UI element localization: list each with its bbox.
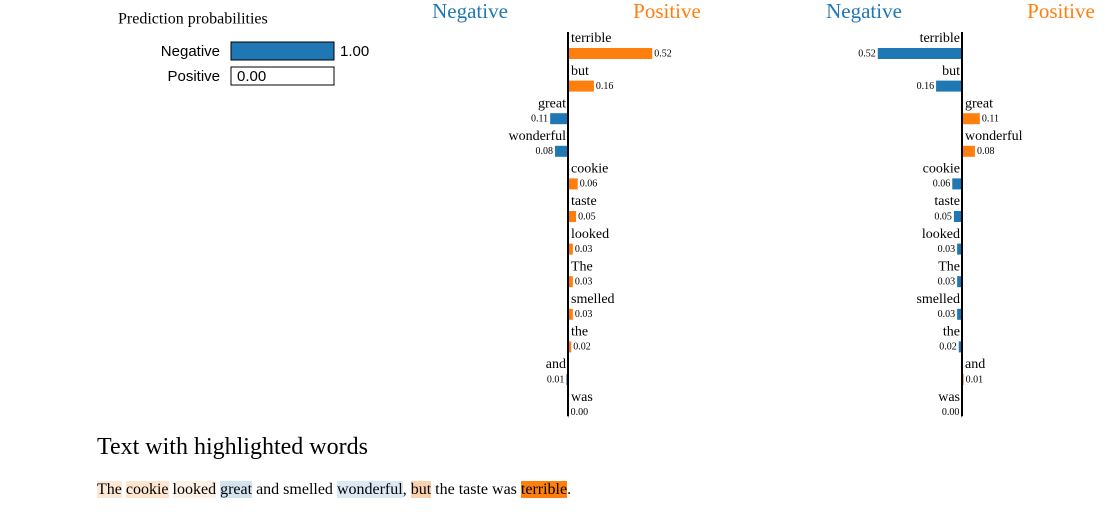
value-label: 0.00 [571, 407, 589, 418]
weight-bar [962, 145, 975, 157]
feature-label: terrible [920, 31, 960, 46]
feature-label: taste [934, 194, 960, 209]
value-label: 0.16 [917, 81, 935, 92]
value-label: 0.03 [938, 276, 956, 287]
class-label: Negative [432, 0, 508, 23]
weight-bar [568, 341, 572, 353]
weight-bar [568, 178, 578, 190]
value-label: 1.00 [340, 43, 369, 60]
feature-label: great [538, 96, 566, 111]
value-label: 0.03 [575, 309, 593, 320]
weight-bar [953, 211, 962, 222]
value-label: 0.03 [575, 276, 593, 287]
highlighted-word: wonderful [336, 481, 403, 498]
chart-title: Prediction probabilities [118, 11, 268, 28]
value-label: 0.08 [977, 146, 995, 157]
weight-bar [957, 276, 962, 288]
highlighted-word: cookie [125, 481, 169, 498]
text-section: Text with highlighted words The cookie l… [97, 434, 571, 499]
value-label: 0.01 [966, 374, 984, 385]
weight-bar [568, 80, 594, 92]
feature-label: The [571, 259, 593, 274]
feature-label: wonderful [965, 129, 1023, 144]
feature-label: and [546, 357, 566, 372]
text-span: and smelled [252, 481, 337, 498]
feature-label: The [938, 259, 960, 274]
value-label: 0.52 [858, 48, 876, 59]
feature-label: taste [571, 194, 597, 209]
value-label: 0.02 [573, 342, 591, 353]
feature-label: but [571, 64, 589, 79]
highlighted-word: terrible [520, 481, 568, 498]
class-label: Positive [167, 68, 220, 85]
value-label: 0.00 [237, 68, 266, 85]
value-label: 0.06 [580, 179, 598, 190]
highlighted-word: The [97, 481, 122, 498]
weight-bar [957, 243, 962, 255]
value-label: 0.05 [934, 211, 952, 222]
weight-bar [555, 145, 568, 157]
feature-label: the [571, 325, 588, 340]
weight-bar [568, 243, 573, 255]
class-label: Positive [1027, 0, 1095, 23]
feature-label: was [571, 390, 593, 405]
text-span: , [402, 481, 411, 498]
weight-bar [957, 308, 962, 320]
text-title: Text with highlighted words [97, 434, 368, 460]
feature-label: was [938, 390, 960, 405]
value-label: 0.03 [938, 244, 956, 255]
weight-bar [568, 308, 573, 320]
highlighted-word: great [220, 481, 253, 498]
weight-bar [936, 80, 962, 92]
value-label: 0.03 [938, 309, 956, 320]
charts: Prediction probabilities Negative 1.00 Posi… [118, 0, 1095, 418]
value-label: 0.16 [596, 81, 614, 92]
weight-bar [568, 211, 577, 222]
feature-label: cookie [571, 162, 608, 177]
highlighted-word: but [410, 481, 432, 498]
feature-label: terrible [571, 31, 611, 46]
value-label: 0.06 [933, 179, 951, 190]
weight-bar [877, 48, 962, 59]
weight-bar [550, 113, 568, 125]
class-label: Negative [161, 43, 220, 60]
weight-bar [952, 178, 962, 190]
feature-label: and [965, 357, 985, 372]
value-label: 0.11 [531, 113, 548, 124]
sentence: The cookie looked great and smelled wond… [97, 481, 571, 499]
value-label: 0.08 [536, 146, 554, 157]
text-span: . [567, 481, 572, 498]
feature-label: smelled [571, 292, 615, 307]
feature-label: smelled [916, 292, 960, 307]
highlighted-word: looked [172, 481, 217, 498]
feature-label: the [943, 325, 960, 340]
class-label: Negative [826, 0, 902, 23]
value-label: 0.03 [575, 244, 593, 255]
feature-label: wonderful [508, 129, 566, 144]
feature-label: but [942, 64, 960, 79]
value-label: 0.11 [982, 113, 999, 124]
weight-bar [568, 48, 653, 59]
feature-label: great [965, 96, 993, 111]
value-label: 0.52 [654, 48, 672, 59]
feature-label: looked [571, 227, 609, 242]
weight-bar [568, 276, 573, 288]
feature-label: cookie [923, 162, 960, 177]
text-span [169, 481, 173, 498]
value-label: 0.01 [547, 374, 565, 385]
prob-bar [230, 41, 335, 61]
weight-bar [962, 113, 980, 125]
class-label: Positive [633, 0, 701, 23]
weight-bar [958, 341, 962, 353]
value-label: 0.02 [939, 342, 957, 353]
text-span: the taste was [431, 481, 521, 498]
feature-label: looked [922, 227, 960, 242]
prob-box [230, 66, 335, 86]
value-label: 0.05 [578, 211, 596, 222]
value-label: 0.00 [942, 407, 960, 418]
